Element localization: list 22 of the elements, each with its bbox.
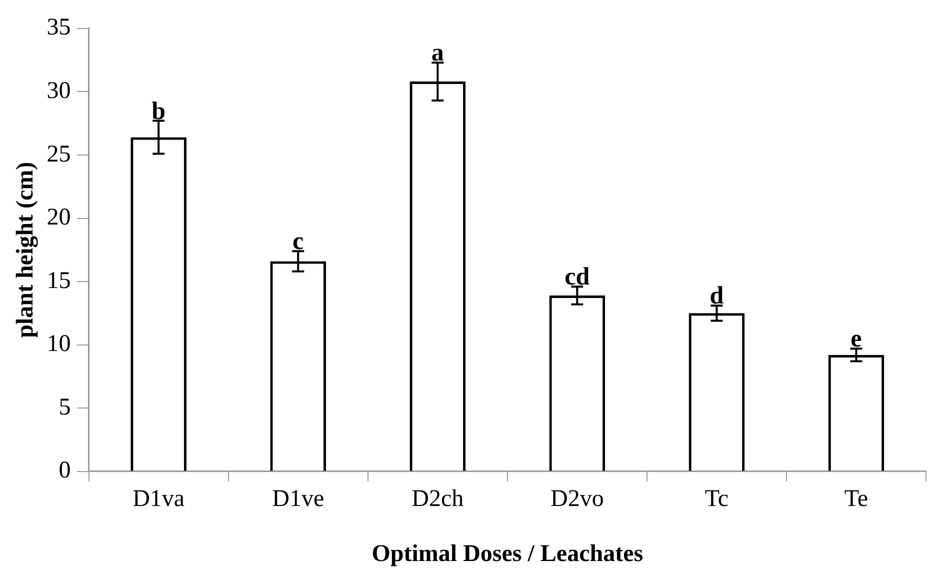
x-axis-title: Optimal Doses / Leachates	[372, 540, 644, 567]
y-tick-label: 15	[46, 268, 71, 294]
x-tick-label: Te	[844, 486, 868, 512]
y-tick-label: 5	[58, 394, 71, 420]
annotation: b	[152, 98, 166, 125]
y-tick-label: 20	[46, 204, 71, 231]
annotation: cd	[564, 264, 590, 291]
y-tick-label: 30	[46, 78, 71, 104]
x-tick-label: D2ch	[412, 486, 464, 512]
x-tick-label: D1va	[132, 486, 185, 512]
x-tick-label: D2vo	[550, 486, 604, 512]
y-tick-label: 10	[46, 331, 71, 358]
x-tick-label: D1ve	[272, 486, 324, 512]
y-tick-label: 25	[46, 141, 71, 168]
annotation: e	[850, 326, 862, 353]
y-tick-label: 0	[58, 458, 71, 484]
x-tick-label: Tc	[704, 486, 729, 512]
annotation: a	[431, 40, 444, 67]
annotation: d	[710, 282, 724, 310]
annotation: c	[292, 228, 304, 256]
y-tick-label: 35	[46, 14, 71, 41]
y-axis-title: plant height (cm)	[12, 162, 39, 338]
